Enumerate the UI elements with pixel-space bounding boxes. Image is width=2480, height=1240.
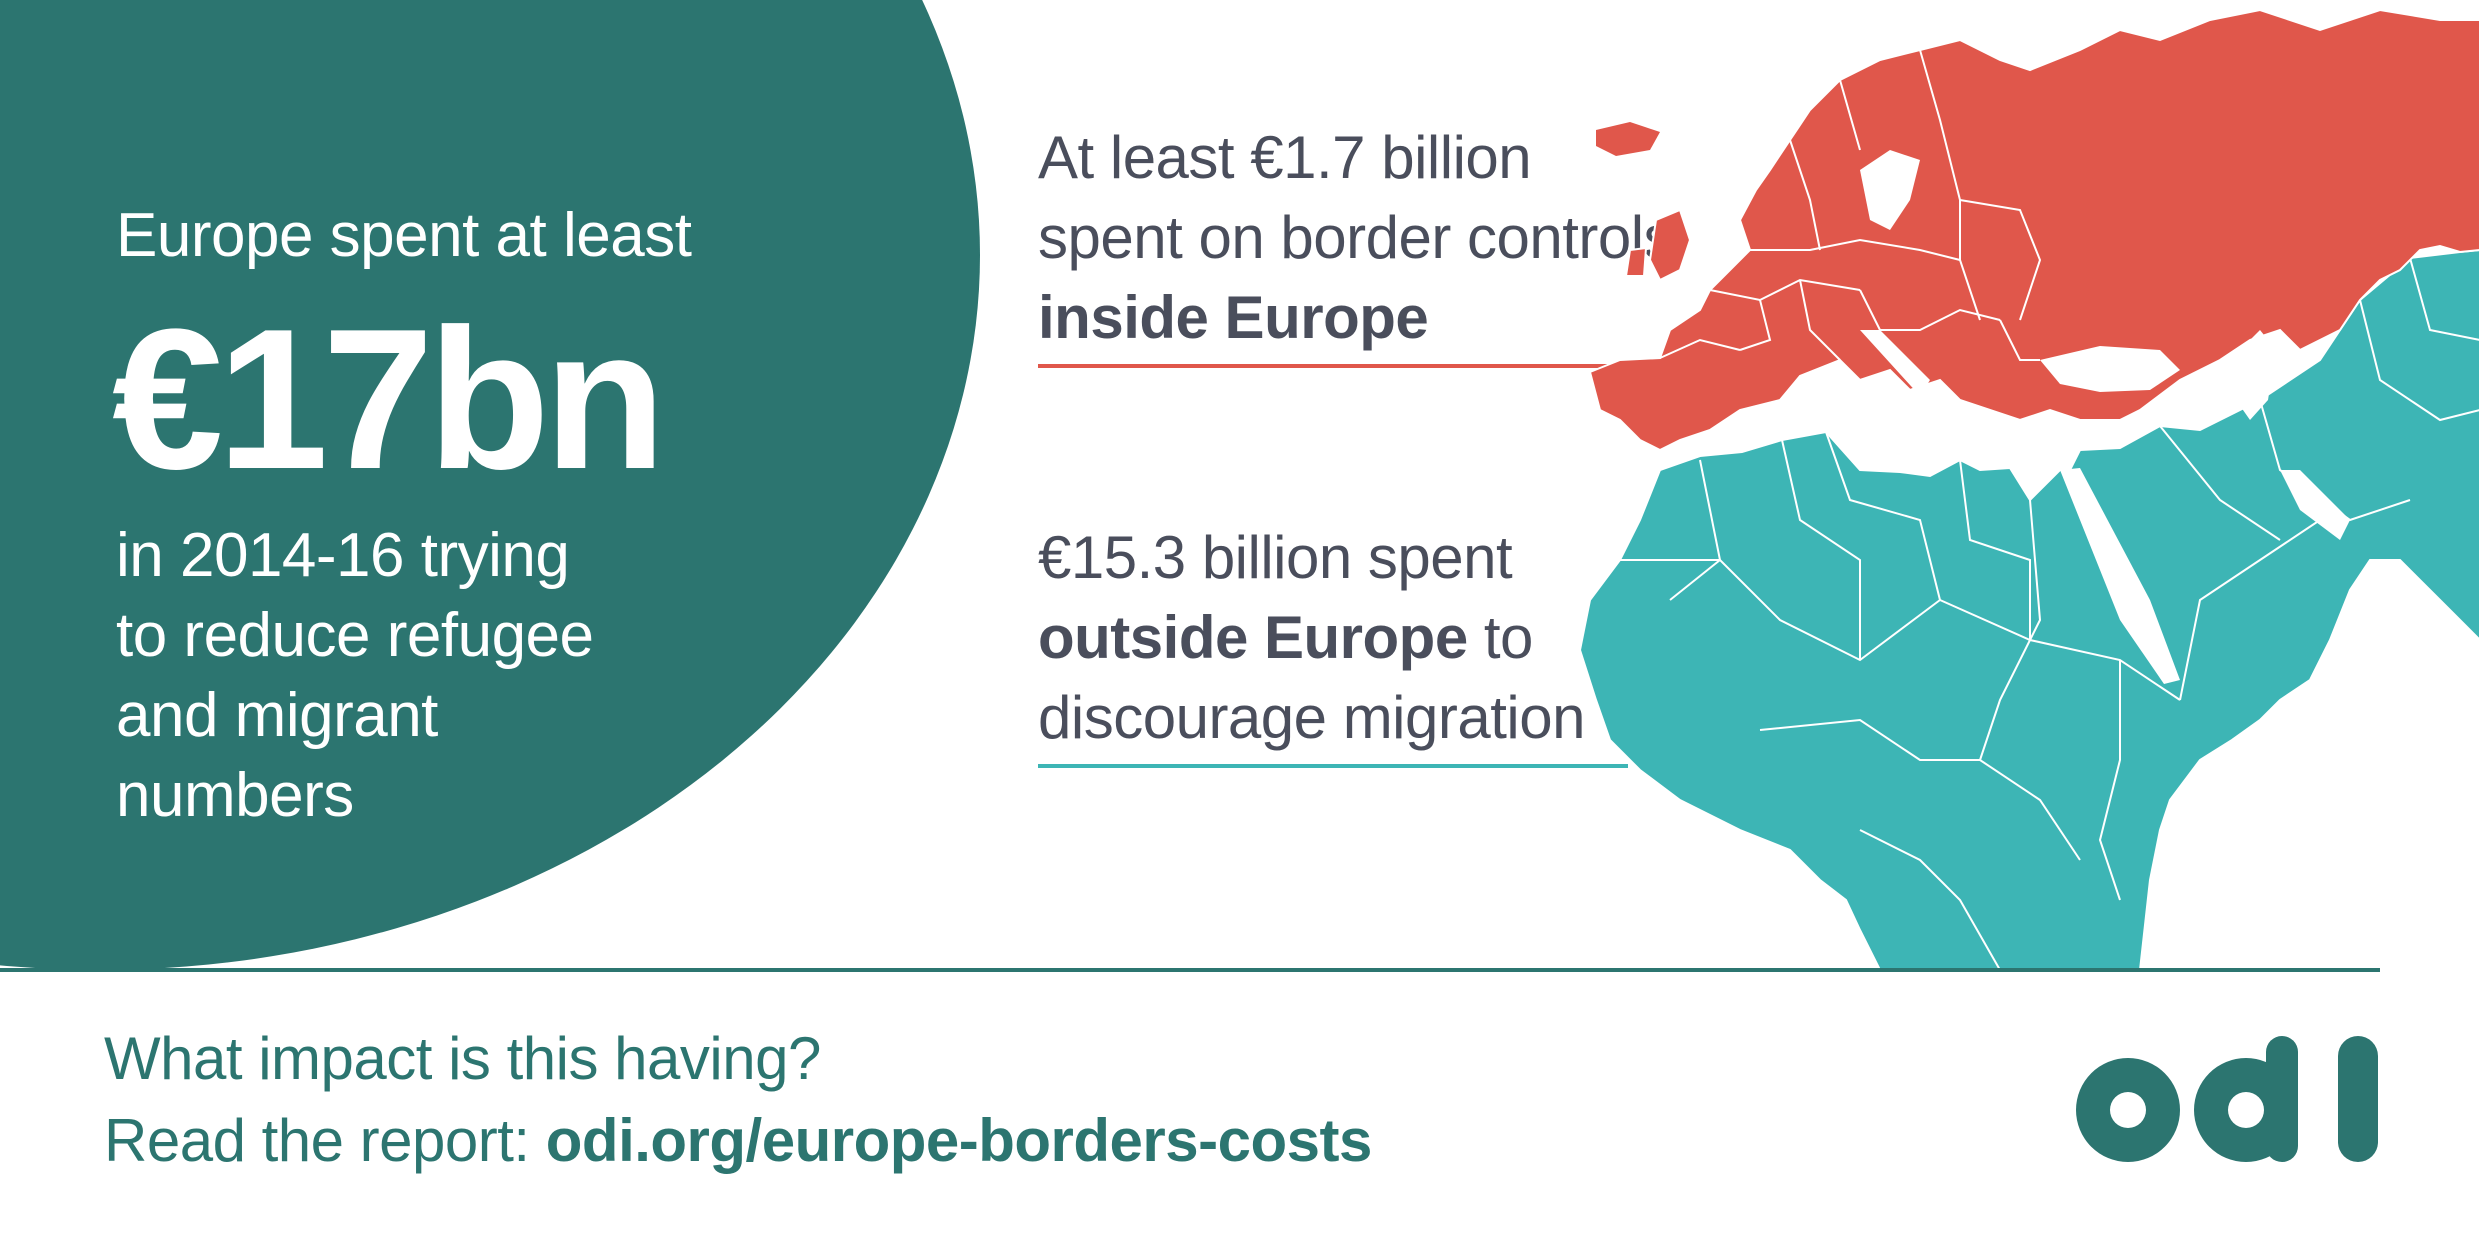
africa-borders [1620, 257, 2480, 970]
headline-panel [0, 0, 1000, 970]
inside-line-1: At least €1.7 billion [1038, 124, 1532, 191]
inside-europe-statement: At least €1.7 billion spent on border co… [1038, 118, 1674, 358]
adriatic-sea [1860, 330, 1930, 396]
red-sea [2060, 468, 2180, 684]
british-isles [1624, 208, 1692, 282]
lead-figure: €17bn [112, 288, 666, 511]
persian-gulf [2280, 470, 2350, 540]
outside-line-2-rest: to [1467, 604, 1534, 671]
report-link[interactable]: odi.org/europe-borders-costs [545, 1107, 1373, 1174]
europe-region [1588, 8, 2480, 452]
odi-logo-icon: odi [2076, 1036, 2378, 1162]
outside-line-3: discourage migration [1038, 684, 1585, 751]
europe-map-icon [1578, 8, 2480, 970]
footer-question: What impact is this having? [104, 1025, 821, 1092]
inside-line-3: inside Europe [1038, 284, 1429, 351]
iceland [1596, 122, 1660, 156]
footer-read-line: Read the report: odi.org/europe-borders-… [104, 1104, 1372, 1178]
lead-bottom-text: in 2014-16 trying to reduce refugee and … [116, 521, 594, 830]
outside-line-2-bold: outside Europe [1038, 604, 1468, 671]
inside-line-2: spent on border controls [1038, 204, 1674, 271]
caspian-sea [2236, 330, 2276, 420]
outside-europe-statement: €15.3 billion spent outside Europe to di… [1038, 518, 1585, 758]
read-prefix: Read the report: [104, 1107, 546, 1174]
outside-europe-rule [1038, 764, 1628, 768]
black-sea [2040, 346, 2180, 392]
baltic-sea [1860, 150, 1920, 230]
europe-borders [1659, 49, 2042, 361]
inside-europe-rule [1038, 364, 1750, 368]
lead-top-text: Europe spent at least [116, 201, 692, 270]
section-divider [0, 968, 2380, 972]
outside-line-1: €15.3 billion spent [1038, 524, 1513, 591]
